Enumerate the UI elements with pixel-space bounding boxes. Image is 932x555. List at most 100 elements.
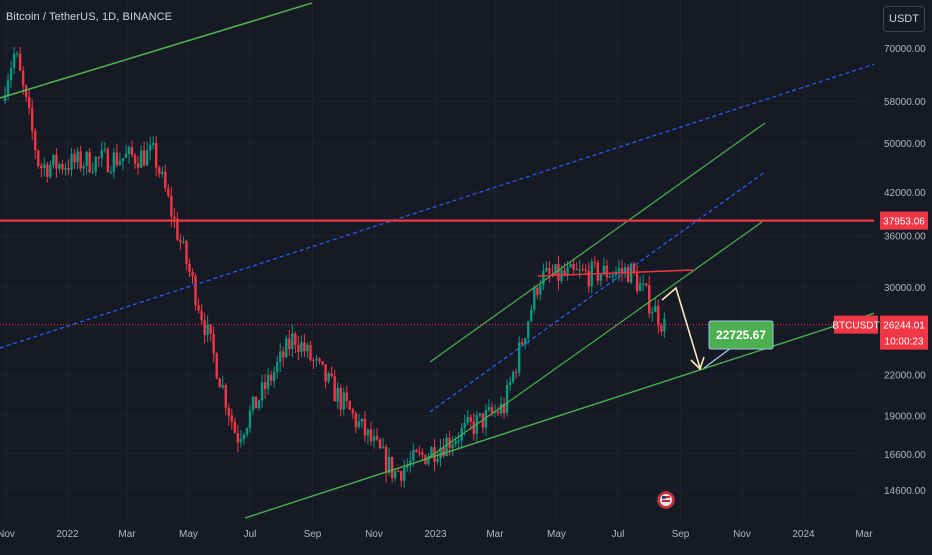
candle-body [315,358,318,361]
candle-body [412,450,415,461]
candle-body [454,440,457,445]
current-price-text: 26244.01 [883,321,925,332]
candle-body [15,53,19,55]
resistance-short[interactable] [537,269,694,277]
time-tick-label: Sep [672,529,690,540]
time-tick-label: 2023 [424,529,447,540]
candle-body [333,376,336,402]
candle-body [508,382,512,385]
candle-body [61,163,64,170]
candle-body [511,371,515,383]
target-label-text: 22725.67 [716,328,766,342]
candle-body [578,269,581,271]
target-label[interactable]: 22725.67 [708,320,774,350]
candle-body [384,446,388,474]
candle-body [548,267,551,274]
candle-body [466,417,469,423]
candle-body [251,396,255,411]
time-axis-bg [0,520,874,550]
candle-body [115,152,119,166]
candle-body [212,333,215,354]
currency-button[interactable]: USDT [883,6,925,32]
candle-body [203,320,206,336]
candle-body [430,447,433,457]
resistance-price-text: 37953.06 [883,217,925,228]
time-tick-label: 2024 [792,529,815,540]
channel-lower[interactable] [499,221,763,409]
candle-body [121,157,125,162]
candle-body [173,216,176,219]
support-trendline[interactable] [244,311,879,519]
candle-body [109,171,113,173]
candle-body [593,261,596,263]
candle-body [182,241,185,243]
candle-body [563,270,566,275]
channel-upper[interactable] [429,122,766,363]
candle-body [73,153,76,163]
candle-body [451,444,454,449]
candle-body [403,467,406,481]
candle-body [387,456,391,474]
dashed-trendline-channel[interactable] [429,171,766,413]
candle-body [484,410,488,428]
flag-icon[interactable] [656,490,676,510]
candle-body [46,164,49,177]
time-axis[interactable]: Nov 2022 Mar May Jul Sep Nov 2023 Mar May Jul Sep No… [0,520,874,550]
channel-lower-extension[interactable] [427,407,501,459]
candle-body [421,452,424,455]
price-axis-bg [874,0,932,550]
candle-body [539,285,542,295]
candle-body [324,364,327,382]
candle-body [345,392,348,402]
price-tick-label: 16600.00 [884,450,926,461]
candle-body [282,351,285,358]
trendline-top-left[interactable] [0,2,313,99]
candle-body [37,150,40,166]
candle-body [58,163,61,169]
candle-body [100,150,103,158]
candle-body [70,153,73,171]
candle-body [318,358,321,362]
candle-body [88,152,91,173]
candle-body [641,283,645,285]
time-tick-label: Jul [244,529,257,540]
candle-body [623,267,627,273]
candle-body [300,342,303,352]
candle-body [64,167,67,170]
price-tick-label: 14600.00 [884,486,926,497]
candle-body [31,108,34,132]
candle-body [520,342,524,345]
candle-body [9,68,13,81]
drawings[interactable] [0,2,879,519]
candle-body [279,351,282,363]
price-tick-label: 19000.00 [884,412,926,423]
candle-body [478,413,482,416]
dashed-trendline-long[interactable] [0,62,879,349]
candle-body [245,428,249,435]
candle-body [581,269,584,271]
current-symbol-text: BTCUSDT [832,321,879,332]
candle-body [505,384,509,414]
candle-body [285,338,288,358]
candle-body [393,471,397,479]
price-axis[interactable]: 70000.00 58000.00 50000.00 42000.00 36000.00… [832,0,932,550]
candle-body [269,374,273,381]
candle-body [514,371,518,373]
candle-body [366,429,370,436]
candle-body [635,272,639,292]
candle-body [632,263,636,273]
candle-body [557,264,560,282]
current-price-tag [880,315,928,350]
candle-body [209,324,212,334]
candle-body [79,151,82,169]
projection-arrow[interactable] [661,286,701,369]
candle-body [442,447,445,457]
candle-body [663,318,666,332]
candle-body [43,164,46,169]
candle-body [139,150,143,168]
candle-body [82,166,85,169]
candle-body [142,150,146,166]
candle-body [103,149,107,151]
